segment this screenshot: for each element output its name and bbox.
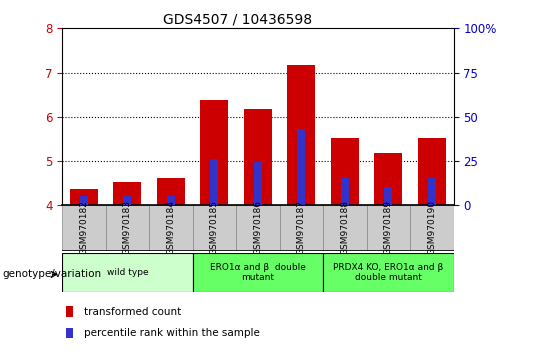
- Text: GDS4507 / 10436598: GDS4507 / 10436598: [163, 12, 312, 27]
- Bar: [323, 205, 367, 251]
- Text: transformed count: transformed count: [84, 307, 181, 316]
- Bar: [193, 205, 236, 251]
- Bar: [341, 178, 349, 205]
- Bar: [80, 195, 88, 205]
- Bar: [298, 129, 305, 205]
- Text: GSM970182: GSM970182: [79, 200, 89, 255]
- Bar: [62, 253, 193, 292]
- Text: GSM970184: GSM970184: [166, 200, 176, 255]
- Bar: [287, 65, 315, 205]
- Text: GSM970183: GSM970183: [123, 200, 132, 255]
- Text: genotype/variation: genotype/variation: [3, 269, 102, 279]
- Text: GSM970190: GSM970190: [427, 200, 436, 255]
- Bar: [418, 138, 446, 205]
- Text: GSM970186: GSM970186: [253, 200, 262, 255]
- Bar: [244, 109, 272, 205]
- Text: wild type: wild type: [106, 268, 148, 277]
- Bar: [124, 195, 131, 205]
- Bar: [167, 195, 175, 205]
- Bar: [428, 178, 436, 205]
- Bar: [367, 205, 410, 251]
- Text: GSM970188: GSM970188: [340, 200, 349, 255]
- Bar: [66, 328, 73, 338]
- Bar: [193, 253, 323, 292]
- Bar: [200, 100, 228, 205]
- Bar: [384, 187, 392, 205]
- Bar: [254, 162, 262, 205]
- Text: GSM970189: GSM970189: [384, 200, 393, 255]
- Bar: [157, 178, 185, 205]
- Bar: [106, 205, 149, 251]
- Text: percentile rank within the sample: percentile rank within the sample: [84, 328, 260, 338]
- Bar: [280, 205, 323, 251]
- Bar: [70, 188, 98, 205]
- Bar: [236, 205, 280, 251]
- Text: GSM970185: GSM970185: [210, 200, 219, 255]
- Bar: [62, 205, 106, 251]
- Bar: [113, 182, 141, 205]
- Bar: [211, 159, 218, 205]
- Bar: [410, 205, 454, 251]
- Text: GSM970187: GSM970187: [297, 200, 306, 255]
- Bar: [149, 205, 193, 251]
- Bar: [66, 307, 73, 317]
- Bar: [330, 138, 359, 205]
- Bar: [323, 253, 454, 292]
- Bar: [374, 153, 402, 205]
- Text: PRDX4 KO, ERO1α and β
double mutant: PRDX4 KO, ERO1α and β double mutant: [333, 263, 443, 282]
- Text: ERO1α and β  double
mutant: ERO1α and β double mutant: [210, 263, 306, 282]
